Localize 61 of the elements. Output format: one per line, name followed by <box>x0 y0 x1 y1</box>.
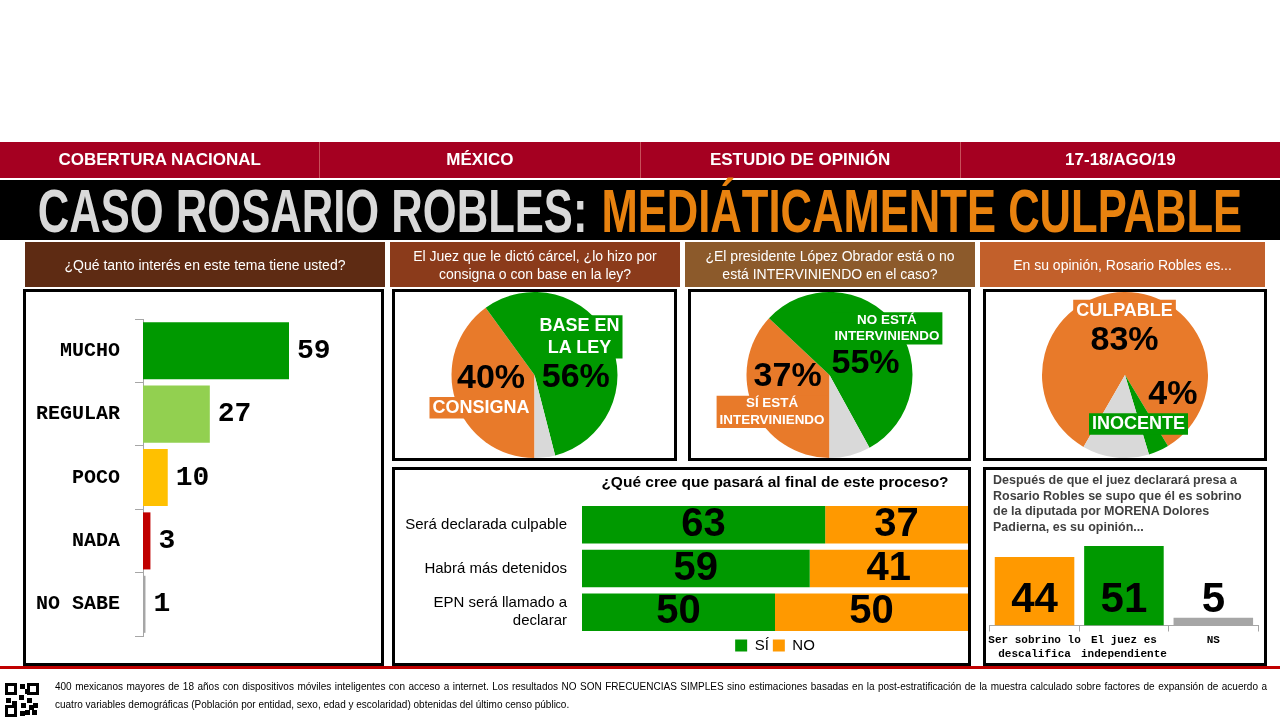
chart-title: ¿Qué tanto interés en este tema tiene usted? <box>64 256 346 273</box>
data-label: 83% <box>1090 318 1159 357</box>
text: 17-18/AGO/19 <box>959 142 1280 178</box>
data-label: 4% <box>1148 372 1198 411</box>
data-label: 50 <box>849 587 894 632</box>
y-tick-label: EPN será llamado a declarar <box>433 593 568 629</box>
data-label: 56% <box>541 355 610 394</box>
text: COBERTURA NACIONAL <box>57 149 262 171</box>
legend-label: SÍ <box>754 635 770 653</box>
slice-label: NO ESTÁ INTERVINIENDO <box>834 311 940 344</box>
bar <box>582 593 775 631</box>
bar <box>143 448 168 507</box>
x-tick-label: NS <box>1206 634 1221 647</box>
chart-title: En su opinión, Rosario Robles es... <box>1013 256 1232 273</box>
data-label: 40% <box>457 356 526 395</box>
x-tick-label: El juez es independiente <box>1081 634 1168 660</box>
data-label: 3 <box>158 524 176 556</box>
data-label: 50 <box>656 587 701 632</box>
slice-label: CULPABLE <box>1076 299 1173 320</box>
data-label: 59 <box>673 543 719 588</box>
bar <box>582 506 826 544</box>
text: MÉXICO <box>319 142 640 178</box>
bar <box>143 322 289 380</box>
slice-label: BASE EN LA LEY <box>539 315 620 357</box>
data-label: 44 <box>1011 573 1059 621</box>
bar <box>775 593 968 631</box>
bar <box>143 385 210 443</box>
y-tick-label: MUCHO <box>59 338 120 362</box>
chart-title: ¿Qué cree que pasará al final de este proceso? <box>600 473 950 491</box>
bar <box>143 512 151 570</box>
data-label: 51 <box>1100 573 1148 621</box>
data-label: 37 <box>874 499 919 544</box>
y-tick-label: NADA <box>71 528 120 552</box>
chart-title: El Juez que le dictó cárcel, ¿lo hizo por consigna o con base en la ley? <box>413 247 657 282</box>
x-tick-label: Ser sobrino lo descalifica <box>988 634 1082 660</box>
data-label: 27 <box>217 398 252 430</box>
data-label: 59 <box>297 334 331 366</box>
y-tick-label: Será declarada culpable <box>405 514 567 532</box>
text: CASO ROSARIO ROBLES: <box>37 177 588 245</box>
data-label: 37% <box>753 355 822 394</box>
data-label: 41 <box>866 543 912 588</box>
text: 400 mexicanos mayores de 18 años con dispositivos móviles inteligentes con acceso a internet. Los resultados NO SON FRECUENCIAS SIMPLES sino estimaciones basadas en la post-estratificación de la muestra calculado sobre factores de expansión de acuerdo a cuatro variables demográficas (Población por entidad, sexo, edad y escolaridad) obtenidas del último censo público. <box>55 680 1267 712</box>
data-label: 5 <box>1201 573 1225 621</box>
y-tick-label: Habrá más detenidos <box>424 558 567 576</box>
text: ESTUDIO DE OPINIÓN <box>639 142 960 178</box>
bar <box>825 506 968 544</box>
slice-label: CONSIGNA <box>432 396 530 417</box>
data-label: 63 <box>681 499 726 544</box>
legend-label: NO <box>792 635 815 653</box>
data-label: 1 <box>153 588 171 620</box>
slice-label: SÍ ESTÁ INTERVINIENDO <box>719 395 825 427</box>
y-tick-label: POCO <box>71 465 120 489</box>
y-tick-label: REGULAR <box>35 402 120 426</box>
chart-title: Después de que el juez declarará presa a Rosario Robles se supo que él es sobrino de la diputada por MORENA Dolores Padierna, es su opinión... <box>993 473 1243 535</box>
y-tick-label: NO SABE <box>35 592 120 616</box>
chart-title: ¿El presidente López Obrador está o no está INTERVINIENDO en el caso? <box>705 247 955 282</box>
slice-label: INOCENTE <box>1092 413 1186 433</box>
data-label: 10 <box>175 461 210 493</box>
data-label: 55% <box>831 341 900 380</box>
text: MEDIÁTICAMENTE CULPABLE <box>601 177 1243 245</box>
bar <box>582 549 810 588</box>
